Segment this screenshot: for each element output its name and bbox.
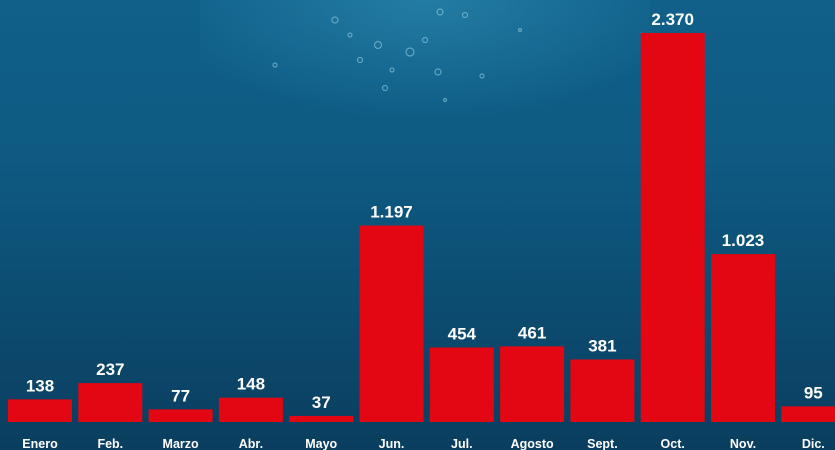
value-label: 37 (312, 393, 331, 412)
value-label: 2.370 (651, 10, 694, 29)
x-tick-label: Abr. (239, 437, 263, 450)
bar (8, 399, 72, 422)
value-label: 95 (804, 383, 823, 402)
value-label: 461 (518, 323, 546, 342)
x-tick-label: Feb. (97, 437, 123, 450)
background-glow (200, 0, 650, 200)
bar (359, 225, 424, 422)
value-label: 237 (96, 360, 124, 379)
x-tick-label: Dic. (802, 437, 825, 450)
value-label: 454 (448, 324, 477, 343)
x-tick-label: Agosto (511, 437, 554, 450)
x-tick-label: Jul. (451, 437, 473, 450)
bar (500, 346, 565, 422)
x-tick-label: Sept. (587, 437, 618, 450)
value-label: 381 (588, 336, 616, 355)
bar (711, 254, 775, 422)
x-tick-label: Enero (22, 437, 58, 450)
bar (218, 397, 283, 422)
bar (78, 383, 143, 422)
x-tick-label: Nov. (730, 437, 756, 450)
value-label: 1.197 (370, 203, 413, 222)
bubbles (272, 8, 523, 103)
bar (289, 415, 354, 422)
value-label: 148 (237, 375, 265, 394)
x-tick-label: Jun. (379, 437, 405, 450)
bar (148, 409, 213, 422)
x-tick-label: Oct. (661, 437, 685, 450)
bar (570, 359, 635, 422)
x-tick-label: Marzo (163, 437, 199, 450)
value-label: 1.023 (722, 231, 765, 250)
bar (429, 347, 494, 422)
bar (640, 33, 705, 422)
value-label: 77 (171, 386, 190, 405)
x-tick-label: Mayo (305, 437, 337, 450)
value-label: 138 (26, 376, 54, 395)
bar (781, 406, 835, 422)
